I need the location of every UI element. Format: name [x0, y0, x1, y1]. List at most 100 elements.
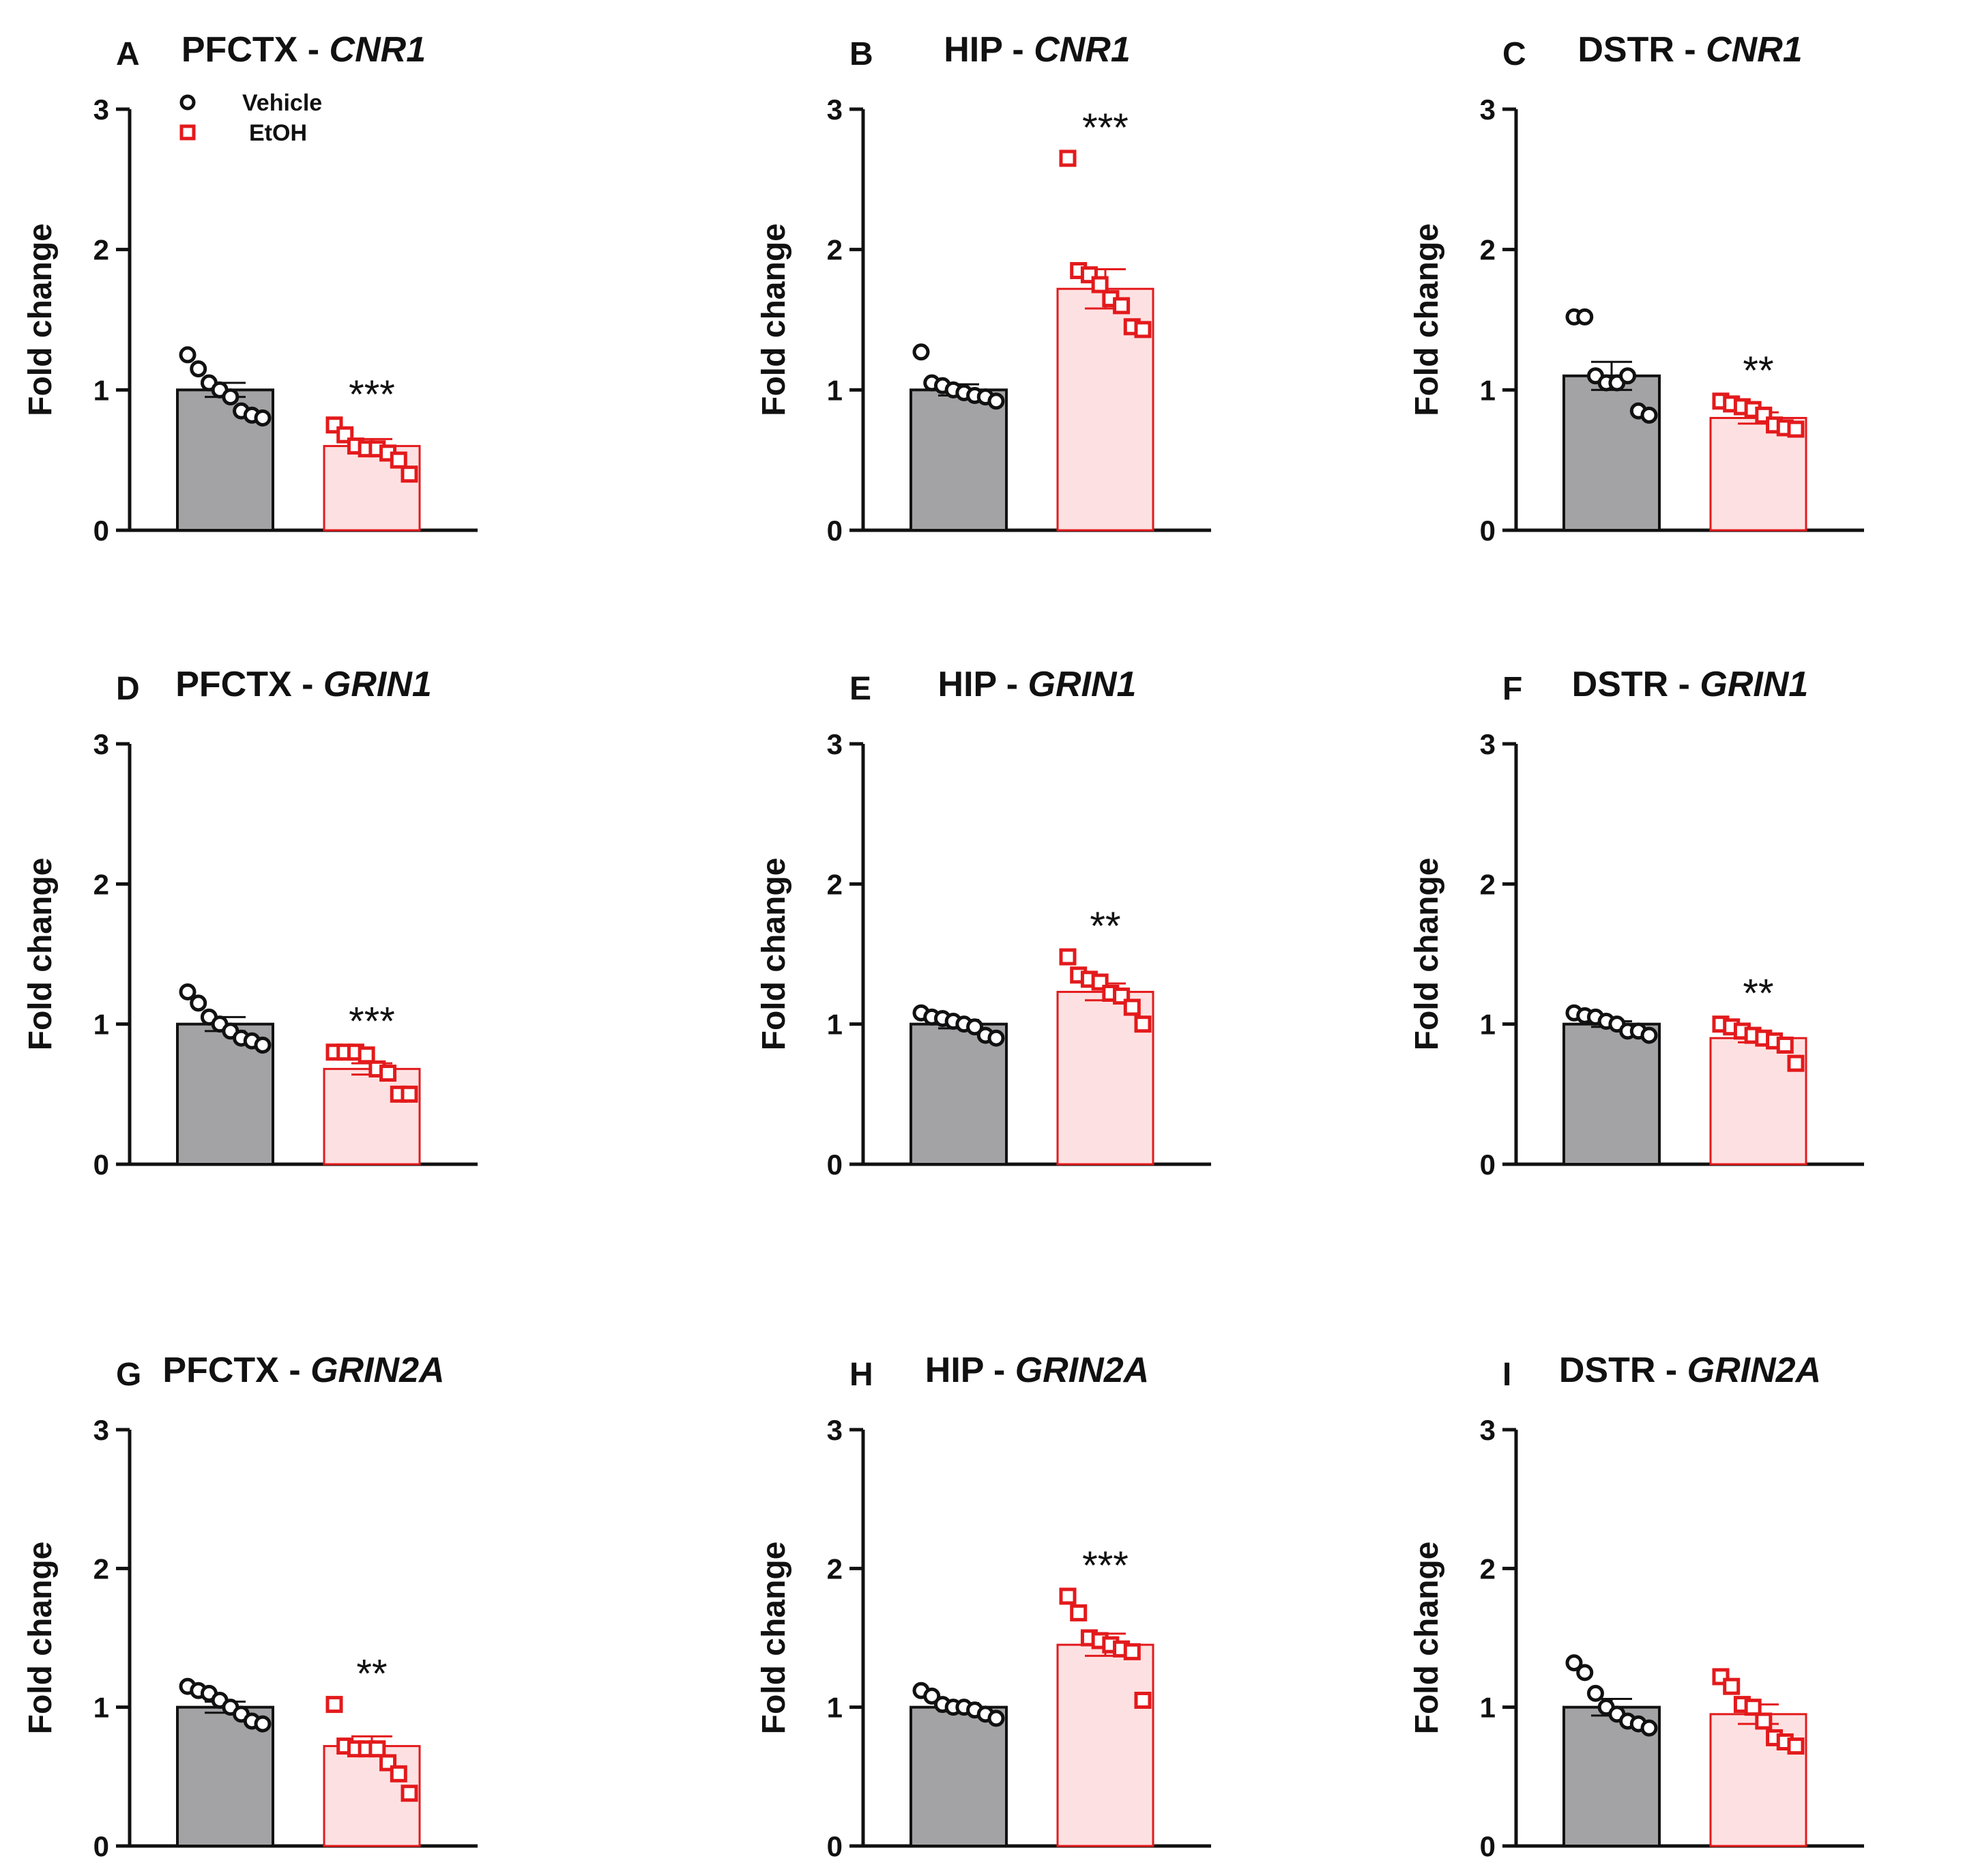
panel-title-gene: CNR1: [1034, 30, 1131, 70]
panel-title-gene: CNR1: [330, 30, 426, 70]
legend-circle-icon: [179, 94, 196, 111]
panel-a: A PFCTX - CNR1 Fold change 0 1 2 3 *** Vehicle Et…: [23, 30, 478, 547]
vehicle-point: [190, 994, 207, 1012]
significance-marker: **: [1743, 972, 1773, 1016]
vehicle-point: [987, 392, 1005, 410]
etoh-point: [1787, 1737, 1805, 1755]
y-tick-label: 2: [827, 1553, 843, 1585]
etoh-point: [368, 1740, 386, 1758]
panel-title: HIP - CNR1: [944, 30, 1131, 70]
y-tick-label: 3: [1480, 93, 1496, 126]
y-tick-label: 0: [1480, 515, 1496, 547]
y-tick-label: 1: [93, 1692, 109, 1724]
panel-title-region: HIP -: [938, 665, 1028, 704]
y-axis-label: Fold change: [1409, 1542, 1445, 1735]
y-tick-label: 2: [1480, 1553, 1496, 1585]
panel-h: H HIP - GRIN2A Fold change 0 1 2 3 ***: [756, 1351, 1211, 1862]
etoh-point: [1723, 1677, 1741, 1695]
panel-title-region: PFCTX -: [162, 1351, 310, 1390]
panel-title-region: PFCTX -: [181, 30, 330, 70]
panel-f: F DSTR - GRIN1 Fold change 0 1 2 3 **: [1409, 665, 1864, 1181]
bar-vehicle: [1562, 1022, 1661, 1166]
vehicle-point: [179, 346, 197, 364]
significance-marker: ***: [1082, 106, 1129, 150]
bar-etoh: [323, 1067, 421, 1166]
bar-etoh: [1056, 1643, 1154, 1847]
vehicle-point: [1565, 1654, 1583, 1672]
y-axis-label: Fold change: [23, 1542, 59, 1735]
y-tick-label: 3: [93, 93, 109, 126]
y-tick-label: 2: [1480, 868, 1496, 900]
vehicle-point: [1586, 1684, 1604, 1702]
panel-title-gene: GRIN2A: [1015, 1351, 1149, 1390]
y-tick-label: 1: [93, 1009, 109, 1041]
panel-letter: H: [849, 1357, 873, 1393]
significance-marker: **: [356, 1652, 387, 1697]
etoh-point: [1070, 1604, 1088, 1621]
y-tick-label: 1: [827, 374, 843, 406]
panel-letter: F: [1502, 671, 1522, 707]
etoh-point: [1059, 1587, 1077, 1605]
legend: Vehicle EtOH: [179, 90, 322, 146]
panel-title-region: HIP -: [925, 1351, 1015, 1390]
y-axis-label: Fold change: [23, 223, 59, 416]
significance-marker: **: [1743, 349, 1773, 393]
y-tick-label: 0: [93, 1149, 109, 1181]
vehicle-point: [1576, 1664, 1594, 1682]
vehicle-point: [966, 1018, 984, 1036]
panel-title-gene: GRIN2A: [310, 1351, 444, 1390]
etoh-point: [379, 1065, 397, 1082]
panel-title: HIP - GRIN2A: [925, 1351, 1149, 1390]
panel-g: G PFCTX - GRIN2A Fold change 0 1 2 3 **: [23, 1351, 478, 1862]
etoh-point: [1134, 1692, 1152, 1709]
y-tick-label: 3: [827, 1414, 843, 1446]
etoh-point: [401, 1085, 418, 1103]
vehicle-point: [1640, 1026, 1658, 1044]
etoh-point: [1776, 1036, 1794, 1054]
etoh-point: [1123, 998, 1141, 1016]
vehicle-point: [912, 343, 930, 361]
bar-vehicle: [910, 388, 1008, 532]
y-axis-label: Fold change: [23, 858, 59, 1051]
y-tick-label: 1: [827, 1692, 843, 1724]
panel-d: D PFCTX - GRIN1 Fold change 0 1 2 3 ***: [23, 665, 478, 1181]
y-tick-label: 1: [1480, 1009, 1496, 1041]
etoh-point: [1744, 1699, 1762, 1716]
etoh-point: [1755, 1712, 1773, 1730]
panel-letter: I: [1502, 1357, 1511, 1393]
vehicle-point: [190, 360, 207, 377]
vehicle-point: [1576, 308, 1594, 326]
panel-title-gene: GRIN1: [323, 665, 432, 704]
y-tick-label: 3: [827, 93, 843, 126]
vehicle-point: [254, 1036, 272, 1054]
etoh-point: [1134, 321, 1152, 338]
y-tick-label: 2: [93, 1553, 109, 1585]
panel-title-region: HIP -: [944, 30, 1034, 70]
y-axis-label: Fold change: [756, 1542, 792, 1735]
y-axis-label: Fold change: [1409, 858, 1445, 1051]
vehicle-point: [1640, 406, 1658, 424]
y-tick-label: 1: [827, 1009, 843, 1041]
vehicle-point: [987, 1709, 1005, 1727]
panel-letter: E: [849, 671, 871, 707]
y-axis-label: Fold change: [1409, 223, 1445, 416]
panel-c: C DSTR - CNR1 Fold change 0 1 2 3 **: [1409, 30, 1864, 547]
vehicle-point: [987, 1029, 1005, 1047]
bar-vehicle: [176, 1705, 274, 1848]
etoh-point: [1787, 1054, 1805, 1072]
etoh-point: [390, 451, 407, 469]
legend-label: EtOH: [249, 120, 307, 146]
y-tick-label: 0: [1480, 1830, 1496, 1862]
panel-letter: D: [116, 671, 140, 707]
panel-title-region: PFCTX -: [175, 665, 323, 704]
y-tick-label: 0: [93, 515, 109, 547]
vehicle-point: [923, 1687, 941, 1705]
y-tick-label: 1: [93, 374, 109, 406]
panel-title: HIP - GRIN1: [938, 665, 1137, 704]
etoh-point: [325, 1696, 343, 1714]
panel-title-region: DSTR -: [1559, 1351, 1687, 1390]
significance-marker: ***: [1082, 1544, 1129, 1588]
etoh-point: [401, 1785, 418, 1802]
panel-letter: B: [849, 36, 873, 72]
